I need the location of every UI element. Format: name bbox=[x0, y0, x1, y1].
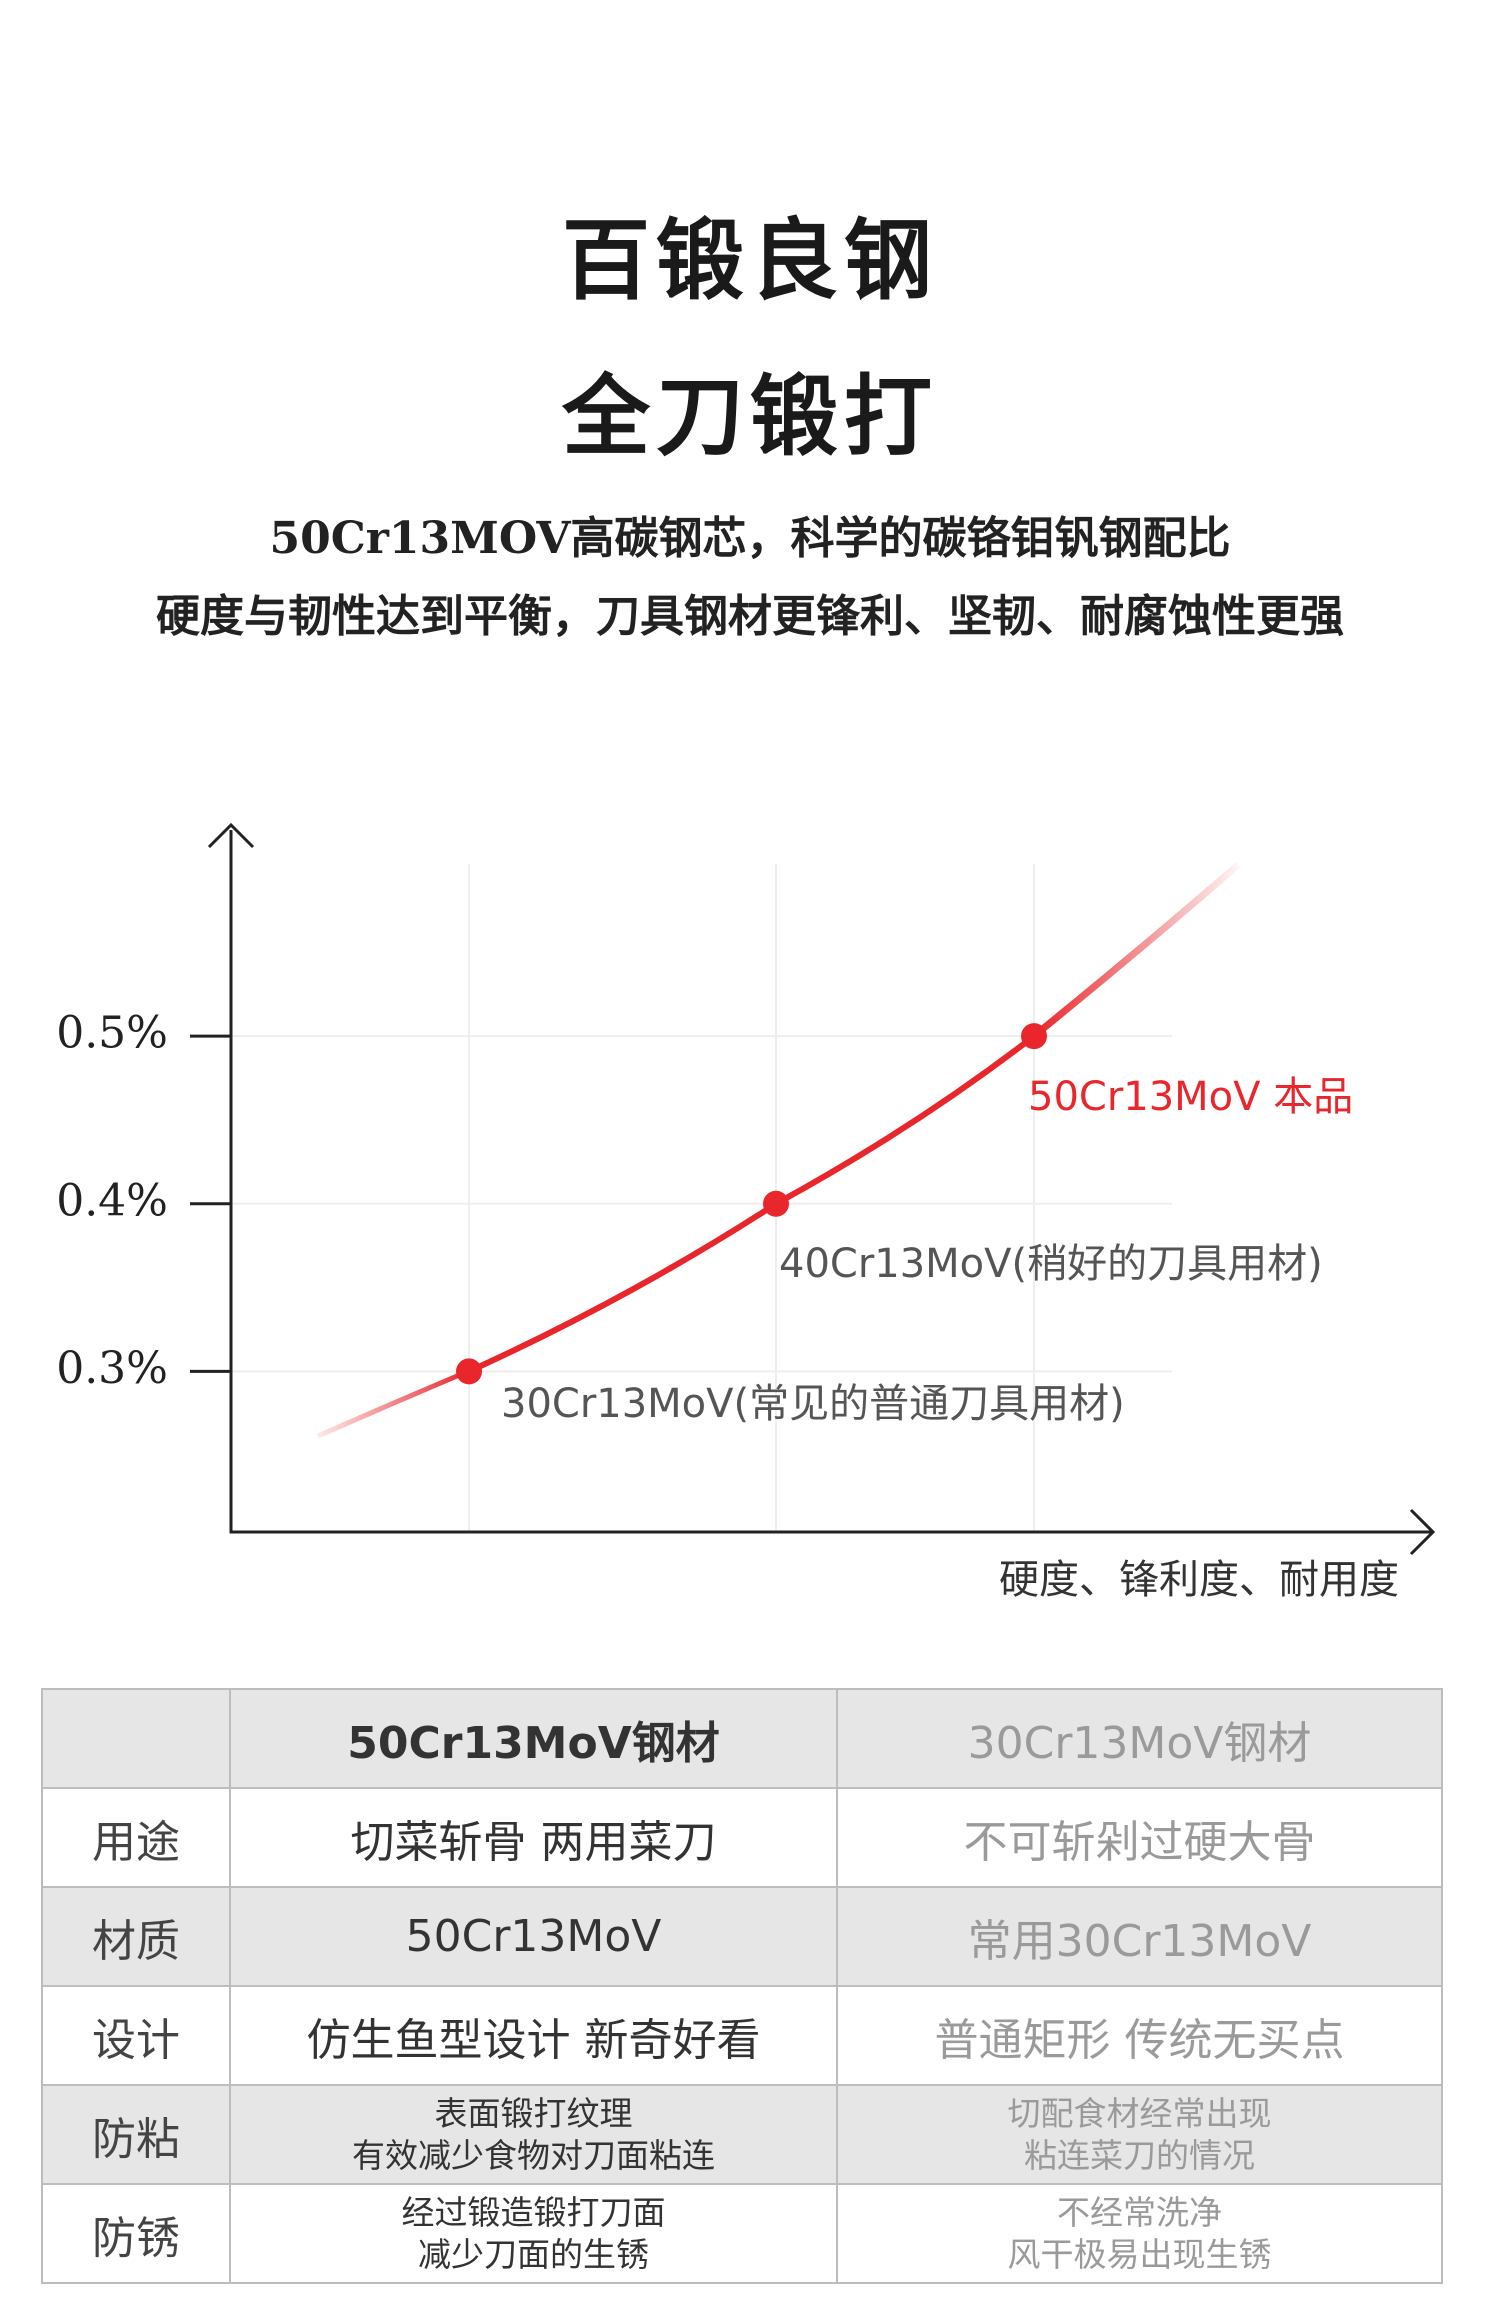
curve-extension bbox=[1031, 862, 1241, 1039]
cell-line: 经过锻造锻打刀面 bbox=[401, 2192, 666, 2232]
axis-arrow bbox=[207, 822, 255, 849]
cell-line: 有效减少食物对刀面粘连 bbox=[352, 2135, 715, 2175]
subtitle: 硬度与韧性达到平衡，刀具钢材更锋利、坚韧、耐腐蚀性更强 bbox=[156, 591, 1344, 642]
axis bbox=[229, 830, 1433, 1534]
point-label: 40Cr13MoV(稍好的刀具用材) bbox=[779, 1241, 1323, 1287]
comparison-table: 50Cr13MoV钢材 30Cr13MoV钢材 用途 切菜斩骨 两用菜刀 不可斩剁过硬大… bbox=[41, 1688, 1443, 2284]
cell-line: 减少刀面的生锈 bbox=[418, 2234, 649, 2274]
table-cell: 设计 bbox=[41, 1985, 231, 2086]
subtitle: 50Cr13MOV高碳钢芯，科学的碳铬钼钒钢配比 bbox=[269, 513, 1231, 564]
cell-line: 不经常洗净 bbox=[1057, 2192, 1222, 2232]
table-cell: 用途 bbox=[41, 1787, 231, 1888]
table-cell: 仿生鱼型设计 新奇好看 bbox=[229, 1985, 838, 2086]
table-row: 防锈 经过锻造锻打刀面 减少刀面的生锈 不经常洗净 风干极易出现生锈 bbox=[41, 2183, 1443, 2284]
table-row: 用途 切菜斩骨 两用菜刀 不可斩剁过硬大骨 bbox=[41, 1787, 1443, 1888]
point bbox=[1021, 1023, 1047, 1050]
point bbox=[456, 1358, 482, 1385]
cell-line: 风干极易出现生锈 bbox=[1007, 2234, 1272, 2274]
x-axis-label: 硬度、锋利度、耐用度 bbox=[999, 1557, 1399, 1603]
title: 全刀锻打 bbox=[561, 364, 938, 468]
point bbox=[763, 1190, 789, 1217]
table-cell: 切配食材经常出现 粘连菜刀的情况 bbox=[836, 2084, 1443, 2185]
table-cell: 50Cr13MoV钢材 bbox=[229, 1688, 838, 1789]
chart: 硬度、锋利度、耐用度 0.3% 0.4% 0.5% 30Cr13MoV(常见的普通刀具… bbox=[56, 822, 1436, 1603]
point-label: 50Cr13MoV 本品 bbox=[1028, 1074, 1353, 1120]
table-cell: 30Cr13MoV钢材 bbox=[836, 1688, 1443, 1789]
curve-extension bbox=[316, 1368, 470, 1439]
table-cell: 经过锻造锻打刀面 减少刀面的生锈 bbox=[229, 2183, 838, 2284]
table-cell: 防锈 bbox=[41, 2183, 231, 2284]
table-cell bbox=[41, 1688, 231, 1789]
y-tick-label: 0.5% bbox=[56, 1008, 168, 1059]
y-tick-label: 0.4% bbox=[56, 1175, 168, 1226]
table-cell: 切菜斩骨 两用菜刀 bbox=[229, 1787, 838, 1888]
table-cell: 不经常洗净 风干极易出现生锈 bbox=[836, 2183, 1443, 2284]
table-cell: 常用30Cr13MoV bbox=[836, 1886, 1443, 1987]
table-cell: 材质 bbox=[41, 1886, 231, 1987]
title: 百锻良钢 bbox=[561, 208, 938, 312]
cell-line: 切配食材经常出现 bbox=[1007, 2093, 1272, 2133]
axis-arrow bbox=[1409, 1508, 1436, 1556]
table-row: 设计 仿生鱼型设计 新奇好看 普通矩形 传统无买点 bbox=[41, 1985, 1443, 2086]
table-cell: 表面锻打纹理 有效减少食物对刀面粘连 bbox=[229, 2084, 838, 2185]
table-cell: 不可斩剁过硬大骨 bbox=[836, 1787, 1443, 1888]
table-cell: 防粘 bbox=[41, 2084, 231, 2185]
table-row: 防粘 表面锻打纹理 有效减少食物对刀面粘连 切配食材经常出现 粘连菜刀的情况 bbox=[41, 2084, 1443, 2185]
cell-line: 粘连菜刀的情况 bbox=[1024, 2135, 1255, 2175]
table-row: 材质 50Cr13MoV 常用30Cr13MoV bbox=[41, 1886, 1443, 1987]
header-row: 50Cr13MoV钢材 30Cr13MoV钢材 bbox=[41, 1688, 1443, 1789]
table-cell: 普通矩形 传统无买点 bbox=[836, 1985, 1443, 2086]
table-cell: 50Cr13MoV bbox=[229, 1886, 838, 1987]
cell-line: 表面锻打纹理 bbox=[434, 2093, 633, 2133]
y-tick-label: 0.3% bbox=[56, 1343, 168, 1394]
point-label: 30Cr13MoV(常见的普通刀具用材) bbox=[501, 1381, 1125, 1427]
